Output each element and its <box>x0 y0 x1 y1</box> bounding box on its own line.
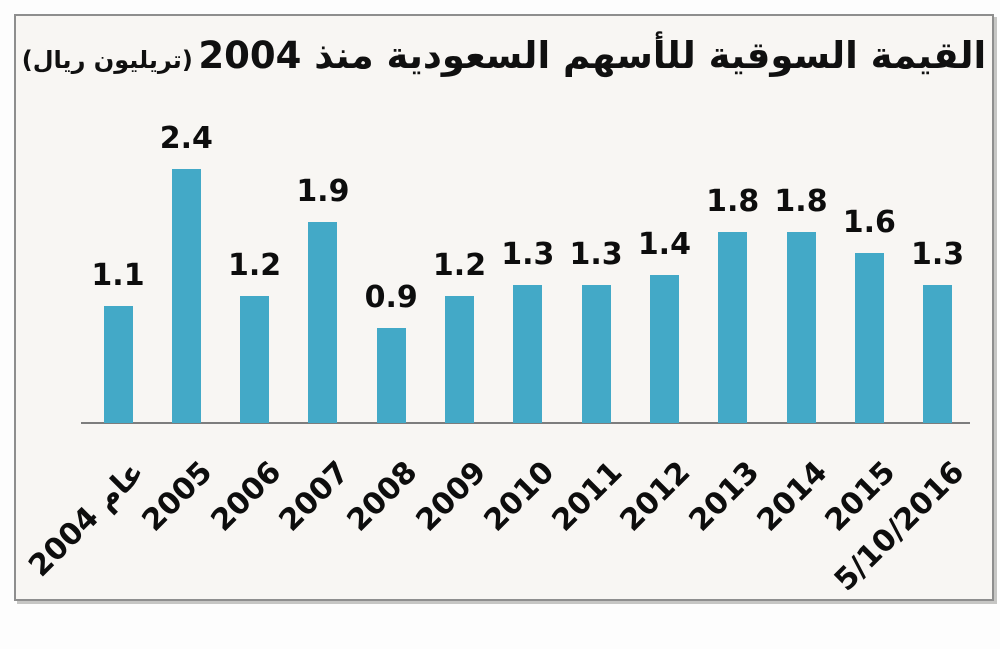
chart-frame: القيمة السوقية للأسهم السعودية منذ 2004 … <box>14 14 994 601</box>
bar <box>923 285 953 423</box>
bar-value-label: 1.3 <box>911 237 965 273</box>
bar-value-label: 1.4 <box>637 226 691 262</box>
bar-value-label: 1.2 <box>228 247 282 283</box>
bar <box>308 221 338 423</box>
bar <box>786 232 816 423</box>
bar <box>581 285 611 423</box>
bar-value-label: 1.3 <box>501 237 555 273</box>
chart-title: القيمة السوقية للأسهم السعودية منذ 2004 … <box>16 34 992 77</box>
bar-value-label: 0.9 <box>364 279 418 315</box>
bar-value-label: 1.8 <box>706 184 760 220</box>
bar <box>445 295 474 423</box>
bar-value-label: 1.8 <box>774 184 828 220</box>
bar-value-label: 1.9 <box>296 173 350 209</box>
bar <box>718 232 748 423</box>
bar <box>513 285 543 423</box>
bar-value-label: 1.2 <box>432 247 487 283</box>
bar <box>171 168 201 423</box>
bar <box>240 295 270 423</box>
plot-area: 1.1 2.4 1.2 1.9 0.9 1.2 1.3 1.3 1.4 1.8 1.8 1.6 1.3 … <box>16 16 992 599</box>
bar <box>376 327 406 423</box>
bar <box>103 306 133 423</box>
bar <box>649 274 679 423</box>
chart-title-unit: (تريليون ريال) <box>21 46 193 74</box>
chart-title-text: القيمة السوقية للأسهم السعودية منذ 2004 <box>198 34 987 77</box>
bar-value-label: 1.6 <box>842 205 896 241</box>
x-axis-line <box>81 422 970 424</box>
bar-value-label: 1.3 <box>569 237 623 273</box>
bar-value-label: 1.1 <box>91 258 145 294</box>
bar-value-label: 2.4 <box>159 120 213 156</box>
bar <box>854 253 884 423</box>
